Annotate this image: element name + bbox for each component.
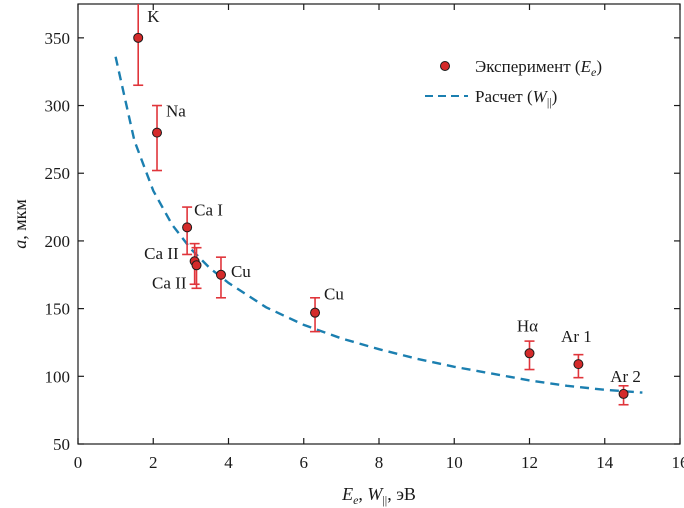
x-tick-label: 6: [300, 453, 309, 472]
point-label-layer: K Na Ca I Ca II Ca II Cu Cu Hα Ar 1 Ar 2: [144, 7, 641, 386]
data-point-label: K: [147, 7, 160, 26]
legend-label-experiment: Эксперимент (Ee): [475, 57, 602, 79]
y-axis: 50 100 150 200 250 300 350: [45, 29, 680, 454]
point-layer: [133, 32, 629, 399]
data-point: [524, 348, 535, 359]
y-tick-label: 50: [53, 435, 70, 454]
error-bar: [133, 4, 144, 87]
y-tick-label: 100: [45, 367, 71, 386]
x-tick-label: 14: [596, 453, 614, 472]
data-point: [618, 388, 629, 399]
data-point: [182, 222, 193, 233]
data-point-label: Ar 1: [561, 327, 592, 346]
x-axis: 0 2 4 6 8 10 12 14 16: [74, 4, 684, 472]
series-curve-calc: [114, 56, 643, 394]
y-tick-label: 250: [45, 164, 71, 183]
data-point: [152, 127, 163, 138]
x-tick-label: 4: [224, 453, 233, 472]
y-tick-label: 300: [45, 97, 71, 116]
legend-marker-experiment: [440, 61, 450, 71]
x-tick-label: 2: [149, 453, 158, 472]
x-tick-label: 10: [446, 453, 463, 472]
data-point-label: Cu: [324, 285, 344, 304]
x-tick-label: 16: [672, 453, 684, 472]
legend-item-experiment: Эксперимент (Ee): [440, 57, 602, 79]
curve-layer: [114, 56, 643, 394]
data-point: [215, 269, 226, 280]
error-bar: [152, 104, 163, 172]
data-point: [133, 32, 144, 43]
y-tick-label: 150: [45, 300, 71, 319]
data-point-label: Na: [166, 102, 186, 121]
data-point-label: Hα: [517, 316, 538, 335]
data-point-label: Ca II: [152, 273, 187, 292]
x-axis-title: Ee, W||, эВ: [341, 484, 416, 507]
legend-label-calc: Расчет (W||): [475, 87, 557, 109]
y-axis-title: a, мкм: [10, 199, 30, 249]
data-point-label: Ca II: [144, 244, 179, 263]
x-tick-label: 0: [74, 453, 83, 472]
plot-area: K Na Ca I Ca II Ca II Cu Cu Hα Ar 1 Ar 2: [77, 3, 681, 445]
x-tick-label: 8: [375, 453, 384, 472]
legend-item-calc: Расчет (W||): [425, 87, 557, 109]
data-point: [191, 260, 202, 271]
data-point: [573, 359, 584, 370]
data-point-label: Ca I: [194, 200, 223, 219]
legend: Эксперимент (Ee) Расчет (W||): [425, 57, 602, 109]
data-point-label: Cu: [231, 262, 251, 281]
x-tick-label: 12: [521, 453, 538, 472]
plot-frame: [77, 3, 681, 445]
y-tick-label: 350: [45, 29, 71, 48]
data-point-label: Ar 2: [610, 367, 641, 386]
data-point: [310, 307, 321, 318]
y-tick-label: 200: [45, 232, 71, 251]
